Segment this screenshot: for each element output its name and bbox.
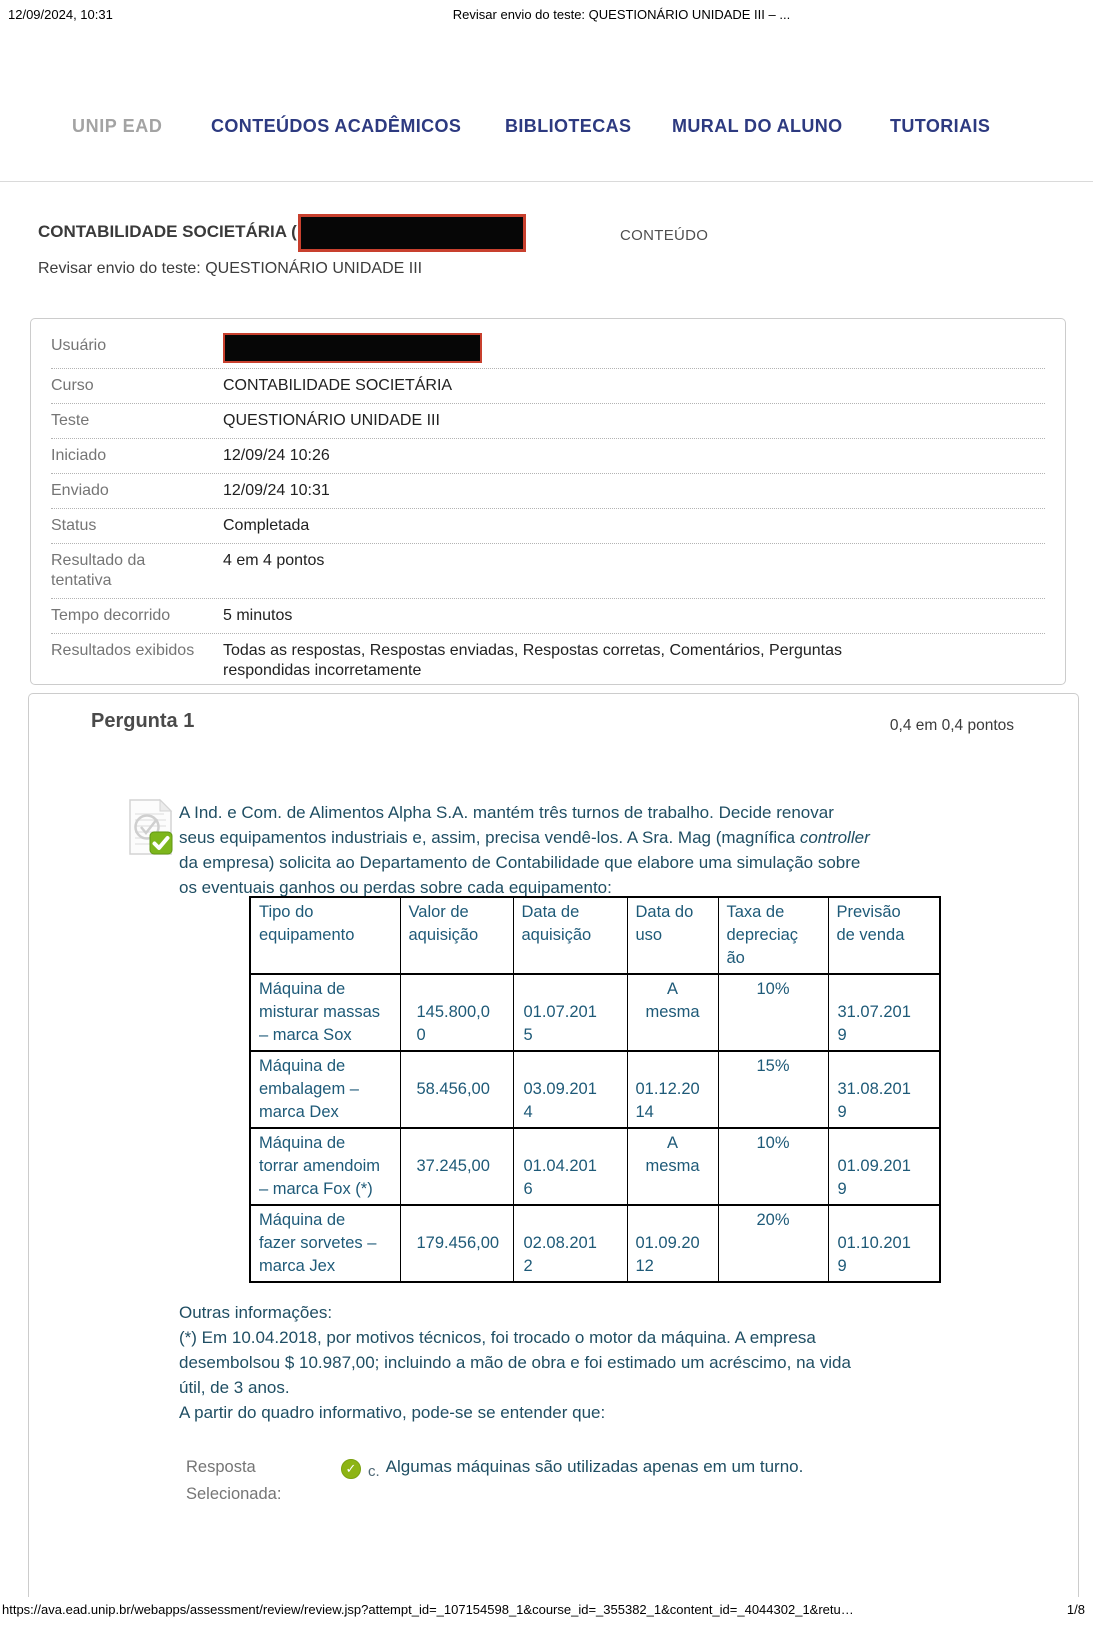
table-cell: Máquina de torrar amendoim – marca Fox (… bbox=[249, 1127, 401, 1206]
question-body-text: da empresa) solicita ao Departamento de … bbox=[179, 853, 861, 897]
print-datetime: 12/09/2024, 10:31 bbox=[8, 7, 113, 22]
table-row: Máquina de fazer sorvetes – marca Jex 17… bbox=[249, 1204, 941, 1283]
table-header-row: Tipo do equipamento Valor de aquisição D… bbox=[249, 896, 941, 975]
summary-row-usuario: Usuário bbox=[51, 329, 1045, 369]
table-cell: 02.08.201 2 bbox=[512, 1204, 628, 1283]
breadcrumb-course-title: CONTABILIDADE SOCIETÁRIA ( bbox=[38, 222, 297, 241]
table-cell: 15% bbox=[717, 1050, 829, 1129]
page-subtitle: Revisar envio do teste: QUESTIONÁRIO UNI… bbox=[38, 260, 423, 277]
summary-row-resultado: Resultado da tentativa 4 em 4 pontos bbox=[51, 544, 1045, 599]
summary-value: 12/09/24 10:26 bbox=[223, 447, 330, 464]
breadcrumb-content-link[interactable]: CONTEÚDO bbox=[620, 227, 709, 244]
table-cell: 01.04.201 6 bbox=[512, 1127, 628, 1206]
summary-value: Completada bbox=[223, 517, 310, 534]
navbar-divider bbox=[0, 181, 1093, 182]
column-header: Tipo do equipamento bbox=[249, 896, 401, 975]
question-title: Pergunta 1 bbox=[91, 710, 195, 732]
column-header: Data do uso bbox=[626, 896, 719, 975]
summary-row-teste: Teste QUESTIONÁRIO UNIDADE III bbox=[51, 404, 1045, 439]
table-cell: 10% bbox=[717, 973, 829, 1052]
table-row: Máquina de embalagem – marca Dex 58.456,… bbox=[249, 1050, 941, 1129]
nav-item-bibliotecas[interactable]: BIBLIOTECAS bbox=[505, 116, 632, 136]
column-header: Data de aquisição bbox=[512, 896, 628, 975]
table-cell: A mesma bbox=[626, 1127, 719, 1206]
table-cell: Máquina de fazer sorvetes – marca Jex bbox=[249, 1204, 401, 1283]
summary-row-curso: Curso CONTABILIDADE SOCIETÁRIA bbox=[51, 369, 1045, 404]
summary-row-resultados-exibidos: Resultados exibidos Todas as respostas, … bbox=[51, 634, 1045, 688]
summary-row-iniciado: Iniciado 12/09/24 10:26 bbox=[51, 439, 1045, 474]
table-row: Máquina de misturar massas – marca Sox 1… bbox=[249, 973, 941, 1052]
answer-correct-icon: ✓ bbox=[341, 1459, 361, 1479]
table-cell: 10% bbox=[717, 1127, 829, 1206]
question-body-italic: controller bbox=[799, 828, 870, 847]
selected-answer-row: Resposta Selecionada: ✓ c. Algumas máqui… bbox=[186, 1454, 803, 1508]
summary-value: CONTABILIDADE SOCIETÁRIA bbox=[223, 377, 453, 394]
nav-item-tutoriais[interactable]: TUTORIAIS bbox=[890, 116, 991, 136]
table-cell: 01.09.201 9 bbox=[827, 1127, 941, 1206]
attempt-summary-card: Usuário Curso CONTABILIDADE SOCIETÁRIA T… bbox=[30, 318, 1066, 685]
table-cell: 03.09.201 4 bbox=[512, 1050, 628, 1129]
table-cell: 179.456,00 bbox=[399, 1204, 514, 1283]
table-cell: 01.07.201 5 bbox=[512, 973, 628, 1052]
question-points: 0,4 em 0,4 pontos bbox=[889, 717, 1014, 734]
table-cell: 58.456,00 bbox=[399, 1050, 514, 1129]
question-notes: Outras informações: (*) Em 10.04.2018, p… bbox=[179, 1303, 851, 1422]
equipment-table: Tipo do equipamento Valor de aquisição D… bbox=[249, 896, 941, 1283]
redaction-box-course bbox=[298, 214, 526, 252]
table-cell: 145.800,0 0 bbox=[399, 973, 514, 1052]
column-header: Valor de aquisição bbox=[399, 896, 514, 975]
answer-text: Algumas máquinas são utilizadas apenas e… bbox=[385, 1457, 804, 1476]
table-cell: 01.12.20 14 bbox=[626, 1050, 719, 1129]
table-cell: Máquina de embalagem – marca Dex bbox=[249, 1050, 401, 1129]
summary-label: Status bbox=[51, 517, 97, 534]
question-card: Pergunta 1 0,4 em 0,4 pontos A Ind. e Co… bbox=[28, 693, 1079, 1597]
summary-row-status: Status Completada bbox=[51, 509, 1045, 544]
answer-letter: c. bbox=[368, 1463, 380, 1480]
summary-label: Usuário bbox=[51, 337, 107, 354]
nav-item-mural-do-aluno[interactable]: MURAL DO ALUNO bbox=[672, 116, 843, 136]
footer-page-indicator: 1/8 bbox=[1066, 1602, 1085, 1617]
table-cell: Máquina de misturar massas – marca Sox bbox=[249, 973, 401, 1052]
print-doc-title: Revisar envio do teste: QUESTIONÁRIO UNI… bbox=[452, 7, 791, 22]
table-cell: 31.08.201 9 bbox=[827, 1050, 941, 1129]
column-header: Taxa de depreciaç ão bbox=[717, 896, 829, 975]
summary-label: Teste bbox=[51, 412, 90, 429]
summary-label: Resultados exibidos bbox=[51, 642, 195, 659]
summary-label: Curso bbox=[51, 377, 94, 394]
document-check-icon bbox=[129, 798, 173, 855]
column-header: Previsão de venda bbox=[827, 896, 941, 975]
table-cell: 37.245,00 bbox=[399, 1127, 514, 1206]
navbar-brand: UNIP EAD bbox=[72, 116, 163, 136]
summary-label: Tempo decorrido bbox=[51, 607, 171, 624]
equipment-table-wrap: Tipo do equipamento Valor de aquisição D… bbox=[249, 896, 941, 1283]
summary-label: Iniciado bbox=[51, 447, 107, 464]
table-cell: 01.10.201 9 bbox=[827, 1204, 941, 1283]
question-body: A Ind. e Com. de Alimentos Alpha S.A. ma… bbox=[179, 800, 979, 900]
nav-item-conteudos-academicos[interactable]: CONTEÚDOS ACADÊMICOS bbox=[211, 116, 462, 136]
table-cell: A mesma bbox=[626, 973, 719, 1052]
table-row: Máquina de torrar amendoim – marca Fox (… bbox=[249, 1127, 941, 1206]
answer-label: Resposta Selecionada: bbox=[186, 1458, 282, 1503]
summary-row-enviado: Enviado 12/09/24 10:31 bbox=[51, 474, 1045, 509]
table-cell: 01.09.20 12 bbox=[626, 1204, 719, 1283]
question-body-text: A Ind. e Com. de Alimentos Alpha S.A. ma… bbox=[179, 803, 834, 847]
footer-url: https://ava.ead.unip.br/webapps/assessme… bbox=[2, 1602, 854, 1617]
redaction-box-user bbox=[223, 333, 482, 363]
summary-label: Enviado bbox=[51, 482, 109, 499]
summary-row-tempo: Tempo decorrido 5 minutos bbox=[51, 599, 1045, 634]
table-cell: 20% bbox=[717, 1204, 829, 1283]
summary-value: 5 minutos bbox=[223, 607, 293, 624]
summary-label: Resultado da tentativa bbox=[51, 552, 146, 589]
table-cell: 31.07.201 9 bbox=[827, 973, 941, 1052]
summary-value: 12/09/24 10:31 bbox=[223, 482, 330, 499]
summary-value: 4 em 4 pontos bbox=[223, 552, 325, 569]
summary-value: QUESTIONÁRIO UNIDADE III bbox=[223, 412, 440, 429]
summary-value: Todas as respostas, Respostas enviadas, … bbox=[223, 642, 842, 679]
